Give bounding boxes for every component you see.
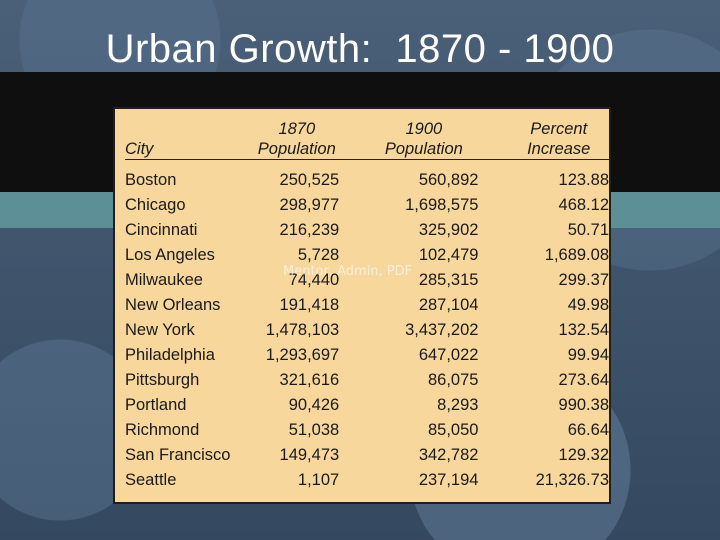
header-1900-line2: Population — [384, 140, 463, 158]
percent-increase-cell: 123.88 — [558, 171, 609, 189]
city-cell: Cincinnati — [125, 221, 198, 239]
population-1900-cell: 86,075 — [428, 371, 479, 389]
population-1870-cell: 5,728 — [297, 246, 340, 264]
header-rule-cell — [125, 159, 609, 168]
table-row: Seattle 1,107 237,194 21,326.73 — [125, 468, 609, 493]
header-1870-population: 1870 Population — [254, 117, 339, 160]
city-cell: New Orleans — [125, 296, 221, 314]
table-row: Boston 250,525 560,892 123.88 — [125, 168, 609, 193]
population-1870-cell: 51,038 — [288, 421, 340, 439]
population-1900-cell: 3,437,202 — [405, 321, 479, 339]
population-1900-cell: 647,022 — [418, 346, 479, 364]
population-1900-cell: 342,782 — [418, 446, 479, 464]
table-row: Milwaukee 74,440 285,315 299.37 — [125, 268, 609, 293]
table-row: Richmond 51,038 85,050 66.64 — [125, 418, 609, 443]
population-1900-cell: 1,698,575 — [405, 196, 479, 214]
header-1870-line2: Population — [257, 140, 336, 158]
header-rule — [125, 159, 609, 168]
table-row: San Francisco 149,473 342,782 129.32 — [125, 443, 609, 468]
percent-increase-cell: 273.64 — [558, 371, 609, 389]
population-1900-cell: 287,104 — [418, 296, 479, 314]
population-1870-cell: 298,977 — [279, 196, 340, 214]
population-1870-cell: 191,418 — [279, 296, 340, 314]
population-table: City 1870 Population 1900 Population Per… — [125, 117, 609, 493]
percent-increase-cell: 50.71 — [567, 221, 609, 239]
population-1900-cell: 560,892 — [418, 171, 479, 189]
percent-increase-cell: 132.54 — [558, 321, 609, 339]
percent-increase-cell: 1,689.08 — [544, 246, 609, 264]
population-1870-cell: 1,293,697 — [265, 346, 340, 364]
slide-title: Urban Growth: 1870 - 1900 — [105, 27, 615, 71]
city-cell: Richmond — [125, 421, 200, 439]
population-table-panel: City 1870 Population 1900 Population Per… — [113, 107, 611, 504]
city-cell: Philadelphia — [125, 346, 215, 364]
table-row: Portland 90,426 8,293 990.38 — [125, 393, 609, 418]
population-1900-cell: 85,050 — [428, 421, 479, 439]
population-1870-cell: 74,440 — [288, 271, 340, 289]
percent-increase-cell: 21,326.73 — [535, 471, 609, 489]
population-1900-cell: 102,479 — [418, 246, 479, 264]
population-1870-cell: 90,426 — [288, 396, 340, 414]
population-1900-cell: 237,194 — [418, 471, 479, 489]
header-pct-line2: Increase — [527, 140, 591, 158]
population-1870-cell: 1,478,103 — [265, 321, 340, 339]
city-cell: Pittsburgh — [125, 371, 200, 389]
percent-increase-cell: 990.38 — [558, 396, 609, 414]
header-1900-line1: 1900 — [405, 120, 443, 138]
header-city-label: City — [125, 140, 154, 158]
city-cell: Portland — [125, 396, 187, 414]
population-1900-cell: 8,293 — [437, 396, 479, 414]
watermark-text: Mentor, Admin, PDF — [283, 264, 413, 279]
percent-increase-cell: 468.12 — [558, 196, 609, 214]
city-cell: Chicago — [125, 196, 186, 214]
population-1900-cell: 325,902 — [418, 221, 479, 239]
header-percent-increase: Percent Increase — [478, 117, 609, 160]
percent-increase-cell: 99.94 — [567, 346, 609, 364]
population-1870-cell: 1,107 — [297, 471, 340, 489]
table-body: Boston 250,525 560,892 123.88 Chicago 298,977… — [125, 159, 609, 494]
population-1870-cell: 216,239 — [279, 221, 340, 239]
population-1870-cell: 250,525 — [279, 171, 340, 189]
city-cell: San Francisco — [125, 446, 231, 464]
city-cell: Boston — [125, 171, 177, 189]
city-cell: Seattle — [125, 471, 177, 489]
city-cell: Los Angeles — [125, 246, 215, 264]
header-1870-line1: 1870 — [278, 120, 316, 138]
table-row: Philadelphia 1,293,697 647,022 99.94 — [125, 343, 609, 368]
city-cell: New York — [125, 321, 195, 339]
header-pct-line1: Percent — [530, 120, 588, 138]
table-row: New York 1,478,103 3,437,202 132.54 — [125, 318, 609, 343]
table-row: Cincinnati 216,239 325,902 50.71 — [125, 218, 609, 243]
header-1900-population: 1900 Population — [339, 117, 478, 160]
percent-increase-cell: 49.98 — [567, 296, 609, 314]
header-city: City — [125, 117, 254, 160]
population-1900-cell: 285,315 — [418, 271, 479, 289]
city-cell: Milwaukee — [125, 271, 203, 289]
percent-increase-cell: 299.37 — [558, 271, 609, 289]
table-row: New Orleans 191,418 287,104 49.98 — [125, 293, 609, 318]
table-row: Los Angeles 5,728 102,479 1,689.08 — [125, 243, 609, 268]
table-row: Chicago 298,977 1,698,575 468.12 — [125, 193, 609, 218]
percent-increase-cell: 66.64 — [567, 421, 609, 439]
population-1870-cell: 321,616 — [279, 371, 340, 389]
table-header-row: City 1870 Population 1900 Population Per… — [125, 117, 609, 160]
population-1870-cell: 149,473 — [279, 446, 340, 464]
percent-increase-cell: 129.32 — [558, 446, 609, 464]
table-row: Pittsburgh 321,616 86,075 273.64 — [125, 368, 609, 393]
